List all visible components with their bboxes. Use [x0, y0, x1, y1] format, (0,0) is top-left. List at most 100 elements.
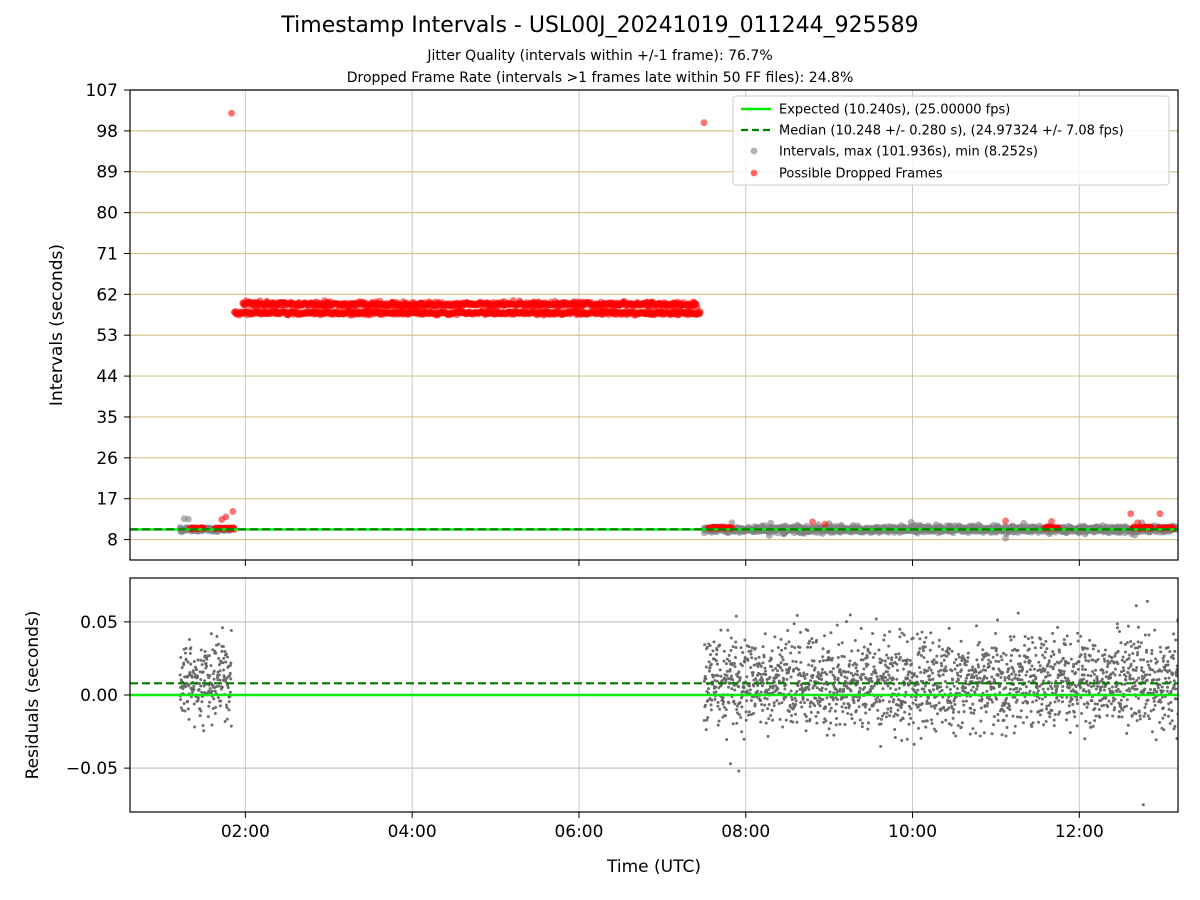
residual-point: [904, 690, 908, 694]
residual-point: [1137, 697, 1141, 701]
residual-point: [985, 689, 989, 693]
residual-point: [860, 725, 864, 729]
residual-point: [976, 676, 980, 680]
residual-point: [972, 711, 976, 715]
residual-point: [903, 701, 907, 705]
residual-point: [764, 669, 768, 673]
residual-point: [1076, 667, 1080, 671]
residual-point: [795, 720, 799, 724]
residual-point: [999, 654, 1003, 658]
residual-point: [873, 668, 877, 672]
residual-point: [1115, 626, 1119, 630]
residual-point: [224, 660, 228, 664]
residual-point: [888, 676, 892, 680]
residual-point: [1029, 674, 1033, 678]
residual-point: [885, 711, 889, 715]
residual-point: [824, 719, 828, 723]
residual-point: [941, 647, 945, 651]
residual-point: [721, 702, 725, 706]
residual-point: [197, 688, 201, 692]
residual-point: [1031, 700, 1035, 704]
residual-point: [995, 618, 999, 622]
residual-point: [979, 706, 983, 710]
residual-point: [1018, 678, 1022, 682]
residual-point: [1033, 646, 1037, 650]
residual-point: [817, 676, 821, 680]
residual-point: [1126, 624, 1130, 628]
residual-point: [727, 701, 731, 705]
residual-point: [1102, 657, 1106, 661]
legend-entry: Median (10.248 +/- 0.280 s), (24.97324 +…: [779, 124, 1124, 139]
residual-point: [1097, 708, 1101, 712]
residual-point: [808, 717, 812, 721]
residual-point: [914, 698, 918, 702]
residual-point: [880, 714, 884, 718]
residual-point: [707, 687, 711, 691]
residual-point: [990, 646, 994, 650]
residual-point: [789, 689, 793, 693]
chart-title: Timestamp Intervals - USL00J_20241019_01…: [281, 13, 919, 38]
residual-point: [944, 665, 948, 669]
residual-point: [706, 698, 710, 702]
residual-point: [830, 670, 834, 674]
residual-point: [738, 675, 742, 679]
residual-point: [224, 703, 228, 707]
residual-point: [849, 671, 853, 675]
residual-point: [1048, 701, 1052, 705]
residual-point: [931, 677, 935, 681]
residual-point: [922, 671, 926, 675]
residual-point: [778, 717, 782, 721]
residual-point: [974, 731, 978, 735]
residual-point: [183, 709, 187, 713]
residual-point: [930, 721, 934, 725]
residual-point: [896, 668, 900, 672]
residual-point: [207, 654, 211, 658]
residual-point: [980, 658, 984, 662]
residual-point: [1040, 708, 1044, 712]
residual-point: [756, 665, 760, 669]
residual-point: [1037, 696, 1041, 700]
residual-point: [1011, 714, 1015, 718]
residual-point: [983, 674, 987, 678]
residual-point: [708, 666, 712, 670]
residual-point: [1101, 671, 1105, 675]
residual-point: [199, 648, 203, 652]
y-tick-label: 98: [96, 122, 118, 142]
residual-point: [755, 689, 759, 693]
residual-point: [749, 699, 753, 703]
residual-point: [999, 676, 1003, 680]
residual-point: [1006, 670, 1010, 674]
residual-point: [969, 707, 973, 711]
residual-point: [1091, 724, 1095, 728]
residual-point: [855, 669, 859, 673]
residual-point: [730, 674, 734, 678]
residual-point: [896, 708, 900, 712]
residual-point: [1143, 687, 1147, 691]
residual-point: [945, 698, 949, 702]
residual-point: [196, 658, 200, 662]
residual-point: [744, 718, 748, 722]
residual-point: [1131, 685, 1135, 689]
residual-point: [957, 655, 961, 659]
residual-point: [950, 649, 954, 653]
residual-point: [887, 673, 891, 677]
residual-point: [901, 667, 905, 671]
residual-point: [859, 678, 863, 682]
residual-point: [197, 682, 201, 685]
residual-point: [1028, 668, 1032, 672]
residual-point: [925, 719, 929, 723]
residual-point: [181, 687, 185, 691]
residual-point: [1091, 658, 1095, 662]
residual-point: [1082, 702, 1086, 706]
residual-point: [702, 718, 706, 722]
residual-point: [779, 661, 783, 665]
residual-point: [1050, 681, 1054, 685]
residual-point: [790, 695, 794, 699]
legend-entry: Expected (10.240s), (25.00000 fps): [779, 103, 1010, 118]
residual-point: [971, 685, 975, 689]
residual-point: [1024, 685, 1028, 689]
residual-point: [777, 673, 781, 677]
residual-point: [1123, 682, 1127, 686]
residual-point: [844, 620, 848, 624]
residual-point: [1050, 687, 1054, 691]
